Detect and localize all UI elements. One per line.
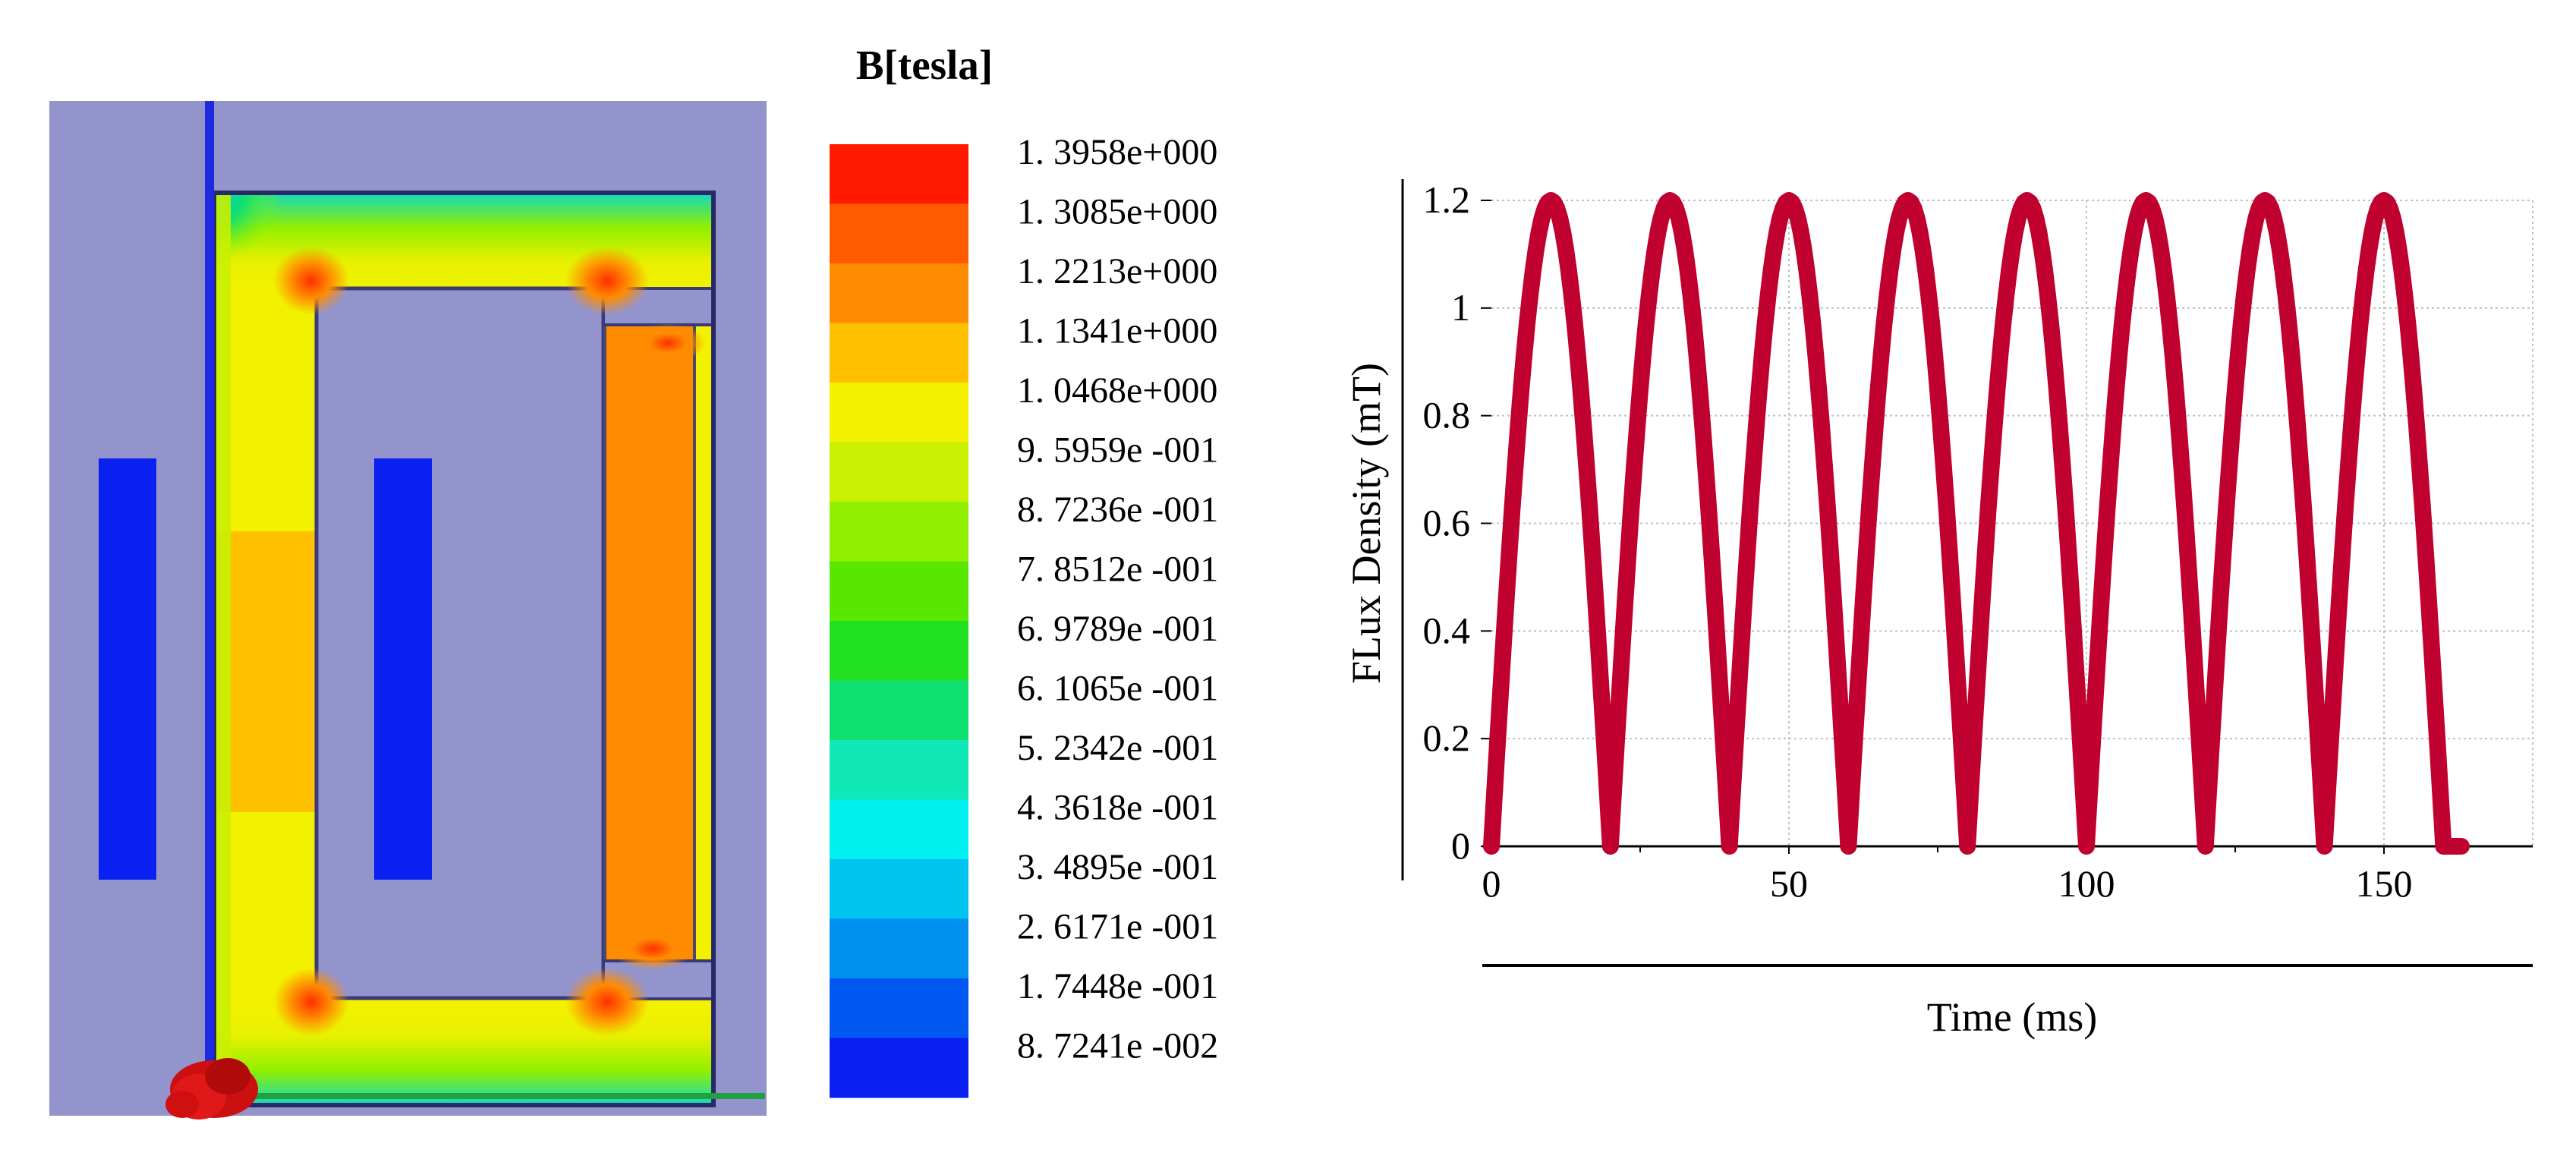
legend-label: 4. 3618e -001 bbox=[1017, 788, 1218, 828]
hotspot-inner-tr bbox=[565, 247, 649, 315]
y-axis-label: FLux Density (mT) bbox=[1343, 363, 1389, 684]
y-tick-label: 0.2 bbox=[1423, 717, 1471, 759]
color-legend: 1. 3958e+000 1. 3085e+000 1. 2213e+000 1. 1… bbox=[830, 137, 1218, 1098]
x-axis-label: Time (ms) bbox=[1927, 994, 2098, 1040]
coil-inner bbox=[374, 458, 432, 880]
y-tick-label: 0 bbox=[1451, 824, 1470, 867]
legend-label: 1. 3958e+000 bbox=[1017, 137, 1217, 172]
legend-swatch bbox=[830, 502, 968, 562]
y-tick-label: 1.2 bbox=[1423, 178, 1471, 221]
x-tick-label: 150 bbox=[2356, 862, 2413, 905]
legend-label: 6. 1065e -001 bbox=[1017, 669, 1218, 709]
legend-label: 5. 2342e -001 bbox=[1017, 728, 1218, 768]
legend-label: 1. 2213e+000 bbox=[1017, 251, 1217, 291]
legend-swatch bbox=[830, 680, 968, 741]
legend-label: 7. 8512e -001 bbox=[1017, 550, 1218, 590]
legend-label: 9. 5959e -001 bbox=[1017, 430, 1218, 471]
legend-swatch bbox=[830, 740, 968, 800]
x-tick-label: 100 bbox=[2058, 862, 2115, 905]
y-tick-label: 0.8 bbox=[1423, 394, 1471, 436]
legend-swatch bbox=[830, 1038, 968, 1098]
y-tick-label: 0.6 bbox=[1423, 502, 1471, 544]
x-tick-label: 0 bbox=[1482, 862, 1501, 905]
legend-swatch bbox=[830, 144, 968, 204]
legend-swatch bbox=[830, 918, 968, 979]
legend-swatch bbox=[830, 978, 968, 1038]
legend-label: 1. 3085e+000 bbox=[1017, 192, 1217, 232]
hotspot-inner-br bbox=[565, 968, 649, 1036]
flux-density-chart: 0 0.2 0.4 0.6 0.8 1 1.2 0 50 100 150 Time (ms) FLux … bbox=[1343, 178, 2533, 1040]
legend-swatch bbox=[830, 442, 968, 502]
legend-label: 8. 7236e -001 bbox=[1017, 490, 1218, 530]
right-limb bbox=[603, 323, 696, 962]
legend-swatch bbox=[830, 799, 968, 860]
legend-swatch bbox=[830, 561, 968, 622]
legend-swatch bbox=[830, 383, 968, 442]
left-limb-edge bbox=[214, 193, 231, 1105]
hotspot-inner-bl bbox=[273, 968, 349, 1036]
hotspot-right-bottom bbox=[611, 928, 694, 970]
legend-label: 2. 6171e -001 bbox=[1017, 907, 1218, 947]
series-line bbox=[1483, 192, 2470, 855]
hotspot-right-top bbox=[630, 323, 706, 363]
legend-swatch bbox=[830, 621, 968, 681]
legend-label: 1. 0468e+000 bbox=[1017, 370, 1217, 411]
left-limb-high-field bbox=[214, 531, 316, 812]
terminal-blob bbox=[165, 1058, 258, 1120]
x-tick-label: 50 bbox=[1770, 862, 1808, 905]
legend-label: 1. 7448e -001 bbox=[1017, 966, 1218, 1006]
legend-label: 8. 7241e -002 bbox=[1017, 1026, 1218, 1066]
legend-swatch bbox=[830, 859, 968, 919]
legend-swatch bbox=[830, 263, 968, 323]
legend-swatch bbox=[830, 203, 968, 264]
hotspot-inner-tl bbox=[273, 247, 349, 315]
legend-label: 6. 9789e -001 bbox=[1017, 609, 1218, 649]
y-tick-label: 0.4 bbox=[1423, 609, 1471, 651]
legend-label: 3. 4895e -001 bbox=[1017, 847, 1218, 887]
legend-label: 1. 1341e+000 bbox=[1017, 311, 1217, 351]
core-window bbox=[314, 286, 606, 1000]
coil-left bbox=[99, 458, 156, 880]
legend-swatch bbox=[830, 323, 968, 383]
legend-title: B[tesla] bbox=[855, 42, 994, 88]
y-tick-label: 1 bbox=[1451, 286, 1470, 329]
flux-density-contour-plot bbox=[49, 101, 767, 1120]
